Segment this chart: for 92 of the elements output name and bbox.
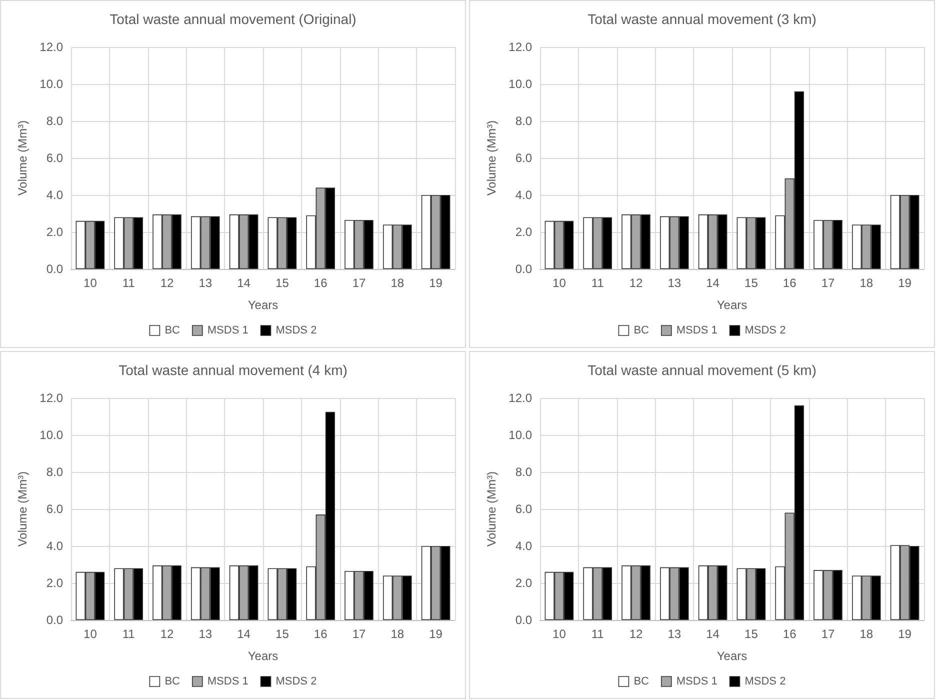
x-tick-label: 13 <box>668 627 682 641</box>
x-tick-label: 19 <box>898 627 912 641</box>
x-tick-label: 16 <box>314 276 328 290</box>
y-tick-label: 2.0 <box>46 225 64 239</box>
y-tick-label: 12.0 <box>508 40 532 54</box>
x-tick-label: 11 <box>122 276 136 290</box>
x-tick-label: 18 <box>860 276 874 290</box>
x-tick-label: 17 <box>352 276 366 290</box>
chart-title: Total waste annual movement (5 km) <box>588 362 816 378</box>
legend-label: BC <box>634 676 650 688</box>
legend-label: BC <box>634 324 650 336</box>
legend-label: MSDS 2 <box>276 676 317 688</box>
x-tick-label: 13 <box>668 276 682 290</box>
y-tick-label: 8.0 <box>46 465 64 479</box>
y-axis-title: Volume (Mm³) <box>484 471 499 547</box>
y-tick-label: 10.0 <box>40 428 64 442</box>
x-tick-label: 14 <box>706 627 720 641</box>
chart-title: Total waste annual movement (4 km) <box>118 362 348 378</box>
y-axis-title: Volume (Mm³) <box>16 120 30 196</box>
y-tick-label: 10.0 <box>508 77 532 91</box>
y-tick-label: 2.0 <box>46 576 64 590</box>
x-axis-title: Years <box>248 649 278 663</box>
x-axis-title: Years <box>716 649 748 663</box>
x-tick-label: 11 <box>591 627 604 641</box>
y-tick-label: 10.0 <box>40 77 64 91</box>
x-tick-label: 13 <box>198 627 212 641</box>
x-tick-label: 15 <box>744 276 758 290</box>
y-tick-label: 12.0 <box>40 391 64 405</box>
y-tick-label: 4.0 <box>46 539 64 553</box>
legend-label: MSDS 2 <box>744 676 786 688</box>
x-tick-label: 12 <box>629 276 643 290</box>
legend-label: BC <box>164 324 180 336</box>
y-tick-label: 8.0 <box>515 114 532 128</box>
x-tick-label: 12 <box>629 627 643 641</box>
x-tick-label: 15 <box>276 276 290 290</box>
x-tick-label: 12 <box>160 627 174 641</box>
y-tick-label: 6.0 <box>515 151 532 165</box>
x-tick-label: 19 <box>898 276 912 290</box>
x-tick-label: 11 <box>122 627 136 641</box>
y-tick-label: 4.0 <box>46 188 64 202</box>
y-axis-title: Volume (Mm³) <box>16 471 30 547</box>
x-tick-label: 16 <box>782 627 797 641</box>
y-tick-label: 8.0 <box>515 465 532 479</box>
y-tick-label: 0.0 <box>46 613 64 627</box>
y-tick-label: 6.0 <box>46 151 64 165</box>
x-tick-label: 17 <box>821 627 835 641</box>
y-tick-label: 10.0 <box>508 428 532 442</box>
x-tick-label: 10 <box>84 627 98 641</box>
x-tick-label: 15 <box>744 627 758 641</box>
y-tick-label: 4.0 <box>515 188 532 202</box>
x-tick-label: 16 <box>782 276 797 290</box>
y-tick-label: 2.0 <box>515 225 532 239</box>
chart-title: Total waste annual movement (3 km) <box>588 11 816 27</box>
x-tick-label: 15 <box>276 627 290 641</box>
x-tick-label: 18 <box>860 627 874 641</box>
y-tick-label: 12.0 <box>508 391 532 405</box>
y-axis-title: Volume (Mm³) <box>484 120 499 196</box>
x-tick-label: 10 <box>552 627 566 641</box>
x-tick-label: 18 <box>390 276 404 290</box>
x-axis-title: Years <box>716 298 748 312</box>
x-tick-label: 17 <box>352 627 366 641</box>
legend-label: BC <box>164 676 180 688</box>
x-tick-label: 17 <box>821 276 835 290</box>
y-tick-label: 6.0 <box>46 502 64 516</box>
x-axis-title: Years <box>248 298 278 312</box>
x-tick-label: 10 <box>552 276 566 290</box>
y-tick-label: 0.0 <box>515 613 532 627</box>
y-tick-label: 0.0 <box>515 262 532 276</box>
legend-label: MSDS 1 <box>676 324 718 336</box>
y-tick-label: 4.0 <box>515 539 532 553</box>
y-tick-label: 6.0 <box>515 502 532 516</box>
legend-label: MSDS 1 <box>207 676 248 688</box>
x-tick-label: 18 <box>390 627 404 641</box>
legend-label: MSDS 1 <box>207 324 248 336</box>
x-tick-label: 19 <box>429 276 443 290</box>
y-tick-label: 8.0 <box>46 114 64 128</box>
legend-label: MSDS 2 <box>276 324 317 336</box>
legend-label: MSDS 2 <box>744 324 786 336</box>
x-tick-label: 19 <box>429 627 443 641</box>
x-tick-label: 16 <box>314 627 328 641</box>
x-tick-label: 14 <box>706 276 720 290</box>
y-tick-label: 0.0 <box>46 262 64 276</box>
x-tick-label: 14 <box>237 627 251 641</box>
x-tick-label: 10 <box>84 276 98 290</box>
x-tick-label: 13 <box>198 276 212 290</box>
chart-title: Total waste annual movement (Original) <box>110 11 356 27</box>
x-tick-label: 12 <box>160 276 174 290</box>
y-tick-label: 12.0 <box>40 40 64 54</box>
y-tick-label: 2.0 <box>515 576 532 590</box>
x-tick-label: 11 <box>591 276 604 290</box>
legend-label: MSDS 1 <box>676 676 718 688</box>
x-tick-label: 14 <box>237 276 251 290</box>
